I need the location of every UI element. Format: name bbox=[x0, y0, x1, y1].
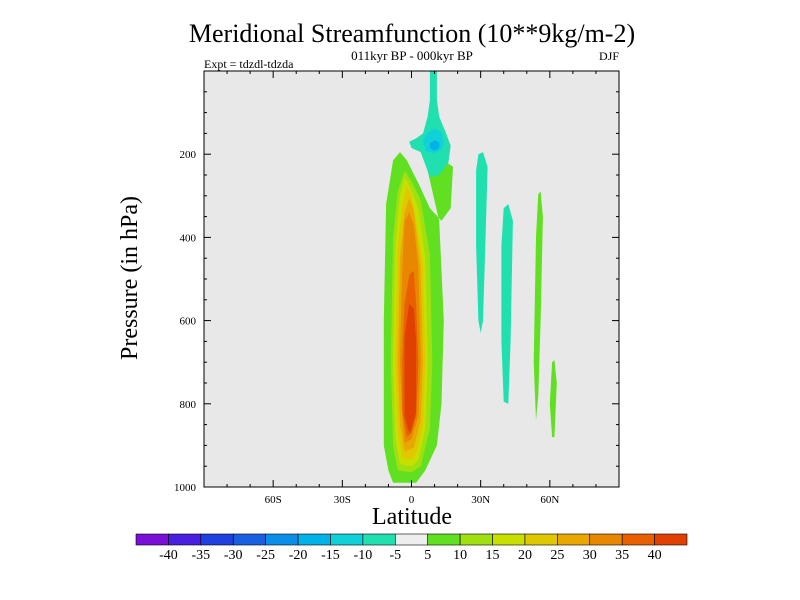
colorbar-swatch bbox=[330, 533, 364, 546]
contour-positive-cell-40 bbox=[404, 304, 417, 433]
y-axis-label: Pressure (in hPa) bbox=[117, 196, 143, 360]
contour-band-55n bbox=[533, 191, 543, 421]
colorbar-label: -5 bbox=[389, 548, 401, 563]
colorbar-label: -25 bbox=[256, 548, 275, 563]
contour-band-30n bbox=[476, 152, 488, 334]
chart-title: Meridional Streamfunction (10**9kg/m-2) bbox=[189, 19, 635, 48]
colorbar-label: 35 bbox=[615, 548, 629, 563]
colorbar-label: 15 bbox=[486, 548, 500, 563]
colorbar-label: 30 bbox=[583, 548, 597, 563]
colorbar-label: -40 bbox=[159, 548, 178, 563]
y-tick-label: 400 bbox=[180, 232, 197, 244]
season-label: DJF bbox=[599, 49, 619, 63]
colorbar-swatch bbox=[589, 533, 623, 546]
colorbar-label: -15 bbox=[321, 548, 340, 563]
contour-band-45n bbox=[501, 204, 513, 404]
contour-band-62n bbox=[549, 360, 557, 438]
colorbar-label: -35 bbox=[191, 548, 210, 563]
colorbar-swatch bbox=[297, 533, 331, 546]
colorbar-label: 20 bbox=[518, 548, 532, 563]
colorbar-swatch bbox=[557, 533, 591, 546]
colorbar-label: 25 bbox=[550, 548, 564, 563]
colorbar-swatch bbox=[168, 533, 202, 546]
y-tick-label: 600 bbox=[180, 316, 197, 328]
colorbar-label: 10 bbox=[453, 548, 467, 563]
contour-regions bbox=[383, 71, 557, 483]
contour-upper-jet-core-inner bbox=[429, 140, 440, 151]
colorbar-swatch bbox=[459, 533, 493, 546]
x-tick-label: 0 bbox=[409, 494, 415, 506]
colorbar-swatch bbox=[200, 533, 234, 546]
x-tick-label: 30S bbox=[334, 494, 351, 506]
colorbar-label: -30 bbox=[224, 548, 243, 563]
colorbar-swatch bbox=[621, 533, 655, 546]
x-tick-label: 30N bbox=[471, 494, 490, 506]
colorbar-label: -20 bbox=[289, 548, 308, 563]
colorbar-swatch bbox=[232, 533, 266, 546]
colorbar-swatch bbox=[492, 533, 526, 546]
chart-subtitle: 011kyr BP - 000kyr BP bbox=[351, 48, 473, 63]
colorbar-label: 5 bbox=[424, 548, 431, 563]
y-tick-label: 200 bbox=[180, 149, 197, 161]
y-tick-label: 1000 bbox=[174, 482, 197, 494]
colorbar: -40 -35 -30 -25 -20 -15 -10 -5 5 10 15 20 25 30 35 40 bbox=[135, 533, 688, 563]
colorbar-swatch bbox=[265, 533, 299, 546]
colorbar-swatch bbox=[394, 533, 429, 546]
y-tick-label: 800 bbox=[180, 399, 197, 411]
colorbar-swatch bbox=[524, 533, 558, 546]
x-tick-label: 60S bbox=[265, 494, 282, 506]
colorbar-swatch bbox=[362, 533, 396, 546]
colorbar-swatch bbox=[135, 533, 169, 546]
colorbar-swatch bbox=[654, 533, 688, 546]
x-axis-label: Latitude bbox=[372, 504, 452, 530]
colorbar-swatch bbox=[427, 533, 461, 546]
axis-ticks: 60S 30S 0 30N 60N 200 400 600 800 1000 bbox=[174, 71, 620, 506]
x-tick-label: 60N bbox=[540, 494, 559, 506]
experiment-label: Expt = tdzdl-tdzda bbox=[204, 57, 294, 71]
colorbar-label: -10 bbox=[354, 548, 373, 563]
colorbar-label: 40 bbox=[648, 548, 662, 563]
